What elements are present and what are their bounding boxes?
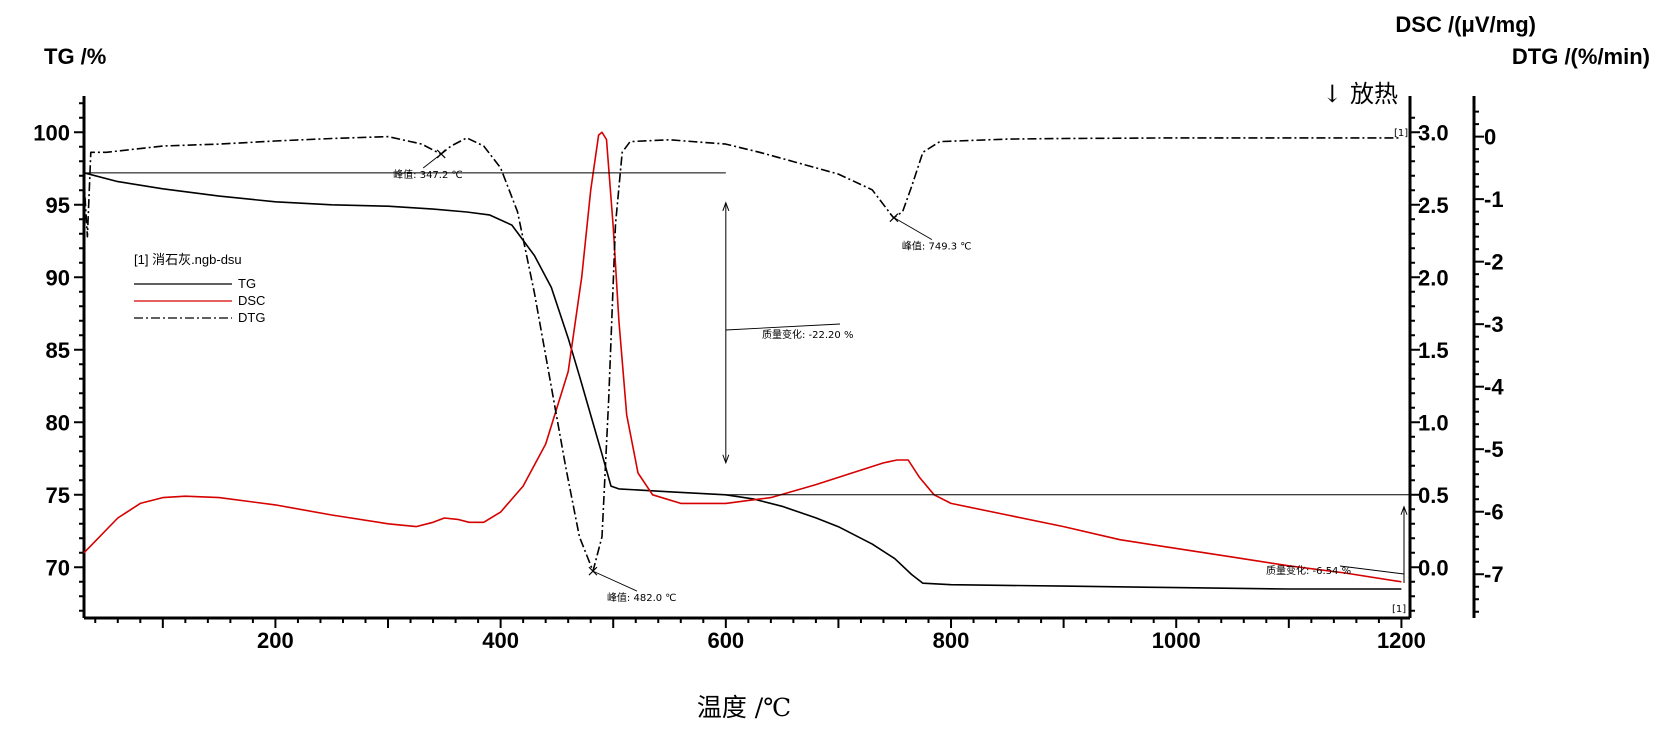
legend-title: [1] 消石灰.ngb-dsu (134, 252, 242, 267)
dsc-tick-label: 3.0 (1418, 120, 1449, 145)
mass-change-label: 质量变化: -22.20 % (762, 328, 853, 341)
dtg-curve (83, 135, 1402, 572)
x-tick-label: 200 (257, 628, 294, 653)
dtg-tick-label: -4 (1484, 375, 1504, 400)
tg-tick-label: 100 (33, 120, 70, 145)
dsc-tick-label: 2.0 (1418, 265, 1449, 290)
dsc-tick-label: 2.5 (1418, 193, 1449, 218)
dsc-tick-label: 0.5 (1418, 483, 1449, 508)
dsc-tick-label: 1.5 (1418, 338, 1449, 363)
mass-change-leader (1339, 565, 1405, 575)
dtg-tick-label: -3 (1484, 312, 1504, 337)
dtg-tick-label: -2 (1484, 250, 1504, 275)
peak-label: 峰值: 347.2 ℃ (393, 168, 463, 181)
x-tick-label: 600 (707, 628, 744, 653)
dtg-tick-label: -7 (1484, 562, 1504, 587)
legend-label-dtg: DTG (238, 310, 265, 325)
mass-change-label: 质量变化: -6.54 % (1266, 564, 1351, 577)
curves (83, 131, 1402, 590)
mass-change-arrowhead (722, 454, 730, 465)
peak-label: 峰值: 749.3 ℃ (902, 240, 972, 253)
tg-tick-label: 75 (46, 483, 70, 508)
axes: 70 75 80 85 90 95 100 0.0 0.5 1.0 1.5 2.0 2.5 3.0 0 -1 -… (33, 96, 1504, 653)
dsc-curve (83, 131, 1402, 583)
dsc-tick-label: 1.0 (1418, 410, 1449, 435)
dtg-tick-label: -6 (1484, 500, 1504, 525)
x-tick-label: 400 (482, 628, 519, 653)
exo-direction-label: ↓ 放热 (1322, 80, 1398, 108)
mass-change-arrowhead (1400, 505, 1408, 515)
x-tick-label: 1000 (1152, 628, 1201, 653)
tg-tick-label: 90 (46, 265, 70, 290)
dsc-tick-label: 0.0 (1418, 555, 1449, 580)
tg-tick-label: 95 (46, 193, 70, 218)
tg-axis-title: TG /% (44, 44, 106, 69)
peak-leader-line (592, 570, 638, 592)
tg-curve (83, 172, 1402, 590)
end-marker-label: [1] (1394, 128, 1408, 139)
annotations: 峰值: 347.2 ℃ 峰值: 482.0 ℃ 峰值: 749.3 ℃ 质量变化: -… (84, 128, 1410, 615)
mass-change-leader (725, 323, 841, 331)
end-marker-label: [1] (1392, 604, 1406, 615)
tg-tick-label: 80 (46, 410, 70, 435)
dtg-tick-label: 0 (1484, 125, 1496, 150)
tg-tick-label: 70 (46, 555, 70, 580)
peak-leader-line (422, 153, 442, 169)
mass-change-arrowhead (722, 201, 730, 212)
legend: [1] 消石灰.ngb-dsu TG DSC DTG (134, 252, 265, 325)
legend-label-tg: TG (238, 276, 256, 291)
dtg-tick-label: -5 (1484, 437, 1504, 462)
peak-marker (436, 149, 446, 159)
x-tick-label: 1200 (1377, 628, 1426, 653)
x-tick-label: 800 (933, 628, 970, 653)
legend-label-dsc: DSC (238, 293, 265, 308)
x-axis-title: 温度 /℃ (697, 693, 791, 722)
peak-leader-line (893, 217, 933, 241)
dtg-tick-label: -1 (1484, 187, 1504, 212)
dsc-axis-title: DSC /(μV/mg) (1395, 12, 1536, 37)
dtg-axis-title: DTG /(%/min) (1512, 44, 1650, 69)
peak-label: 峰值: 482.0 ℃ (607, 591, 677, 604)
tg-tick-label: 85 (46, 338, 70, 363)
